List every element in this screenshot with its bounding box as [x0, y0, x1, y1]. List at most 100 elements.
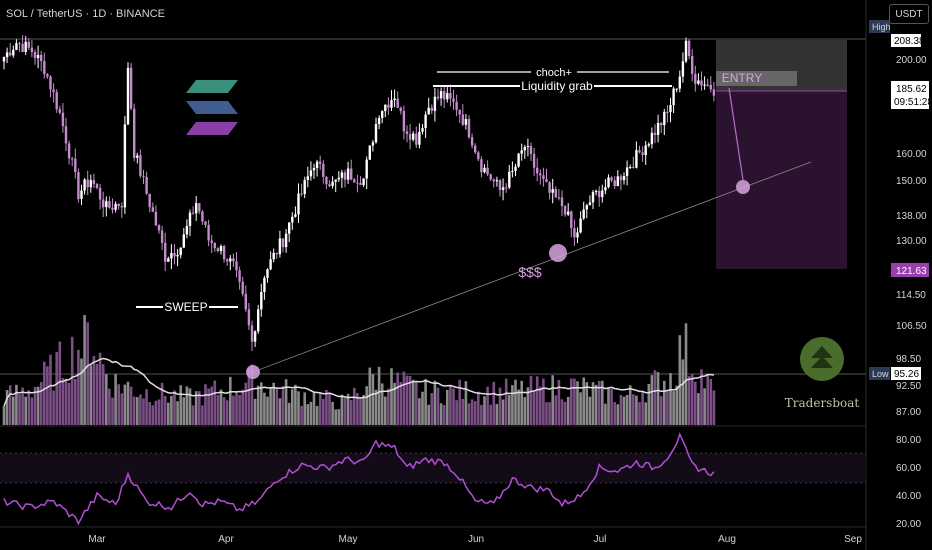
volume-bar [418, 398, 421, 425]
candle [126, 62, 130, 125]
volume-bar [213, 380, 217, 425]
volume-ma-line [3, 357, 715, 407]
candle-body [635, 150, 638, 168]
candle-body [281, 238, 285, 248]
candle [622, 172, 626, 185]
candle [387, 97, 390, 116]
liquidity-grab-label: Liquidity grab [521, 79, 593, 93]
candle-body [712, 89, 716, 96]
candle-body [632, 166, 635, 168]
volume-bar [145, 389, 148, 425]
candle-body [331, 181, 334, 187]
candle-body [123, 124, 127, 208]
candle-body [687, 40, 691, 56]
volume-bar [340, 394, 344, 425]
candle [24, 36, 27, 55]
candle [591, 189, 595, 209]
candle-body [480, 159, 483, 173]
candle [669, 97, 672, 123]
candle [570, 210, 573, 238]
candle-body [272, 252, 275, 260]
candle-body [58, 109, 61, 113]
candle [80, 184, 83, 206]
candle-body [49, 76, 52, 90]
volume-bar [430, 393, 434, 425]
candle [129, 62, 133, 111]
candle [195, 195, 198, 221]
candle-body [27, 41, 30, 48]
candle [393, 89, 396, 108]
volume-bar [458, 379, 461, 425]
candle [697, 73, 700, 86]
volume-bar [591, 382, 595, 425]
candle [455, 94, 458, 117]
candle-body [312, 167, 316, 171]
candle [691, 49, 694, 82]
candle [108, 196, 111, 209]
candle [284, 229, 288, 253]
symbol-title[interactable]: SOL / TetherUS · 1D · BINANCE [6, 8, 165, 20]
high-value: 208.38 [894, 36, 925, 47]
volume-bar [551, 375, 554, 425]
candle [492, 178, 495, 188]
volume-bar [424, 379, 427, 425]
candle [64, 117, 68, 151]
candle [164, 232, 167, 272]
candle-body [560, 197, 564, 207]
candle-body [263, 277, 266, 292]
candle-body [452, 98, 455, 102]
volume-bar [396, 372, 399, 425]
volume-bar [576, 381, 579, 425]
volume-bar [188, 388, 192, 425]
candle [241, 276, 244, 297]
volume-bar [176, 401, 179, 425]
volume-bar [2, 406, 6, 425]
candle [33, 49, 37, 65]
candle [331, 176, 334, 189]
volume-bar [334, 409, 337, 425]
candle [384, 104, 387, 118]
time-axis-label: Jul [594, 534, 607, 545]
candles [2, 35, 716, 352]
candle-body [598, 190, 601, 198]
candle-body [80, 190, 83, 200]
volume-bar [625, 395, 629, 425]
candle [291, 212, 294, 230]
candle-body [250, 325, 254, 342]
volume-bar [473, 401, 477, 425]
volume-bar [384, 396, 387, 425]
liquidity-grab-label-bg [520, 79, 594, 93]
candle-body [474, 145, 477, 153]
candle-body [167, 258, 170, 262]
volume-bar [573, 378, 576, 425]
candle [253, 330, 257, 348]
volume-bar [312, 392, 316, 425]
volume-bar [542, 378, 545, 425]
candle [325, 175, 328, 190]
candle [576, 227, 579, 244]
candle-body [449, 92, 452, 99]
candle [415, 126, 418, 148]
candle [49, 75, 52, 98]
candle-body [275, 252, 278, 255]
candle [563, 205, 567, 217]
candle-body [136, 155, 139, 158]
volume-bar [607, 388, 610, 425]
candle-body [213, 243, 216, 249]
candle-body [77, 172, 80, 200]
currency-selector[interactable]: USDT [889, 4, 929, 24]
candle [684, 37, 688, 64]
volume-bar [449, 384, 452, 425]
candle [250, 320, 254, 352]
rsi-band [0, 453, 866, 483]
volume-bar [582, 377, 585, 425]
candle [27, 38, 30, 51]
volume-bar [566, 396, 570, 425]
candle-body [557, 197, 561, 199]
solana-logo [186, 80, 238, 135]
candle-body [675, 88, 678, 90]
candle [616, 170, 619, 187]
candle-body [492, 179, 495, 182]
candle-body [691, 55, 694, 74]
